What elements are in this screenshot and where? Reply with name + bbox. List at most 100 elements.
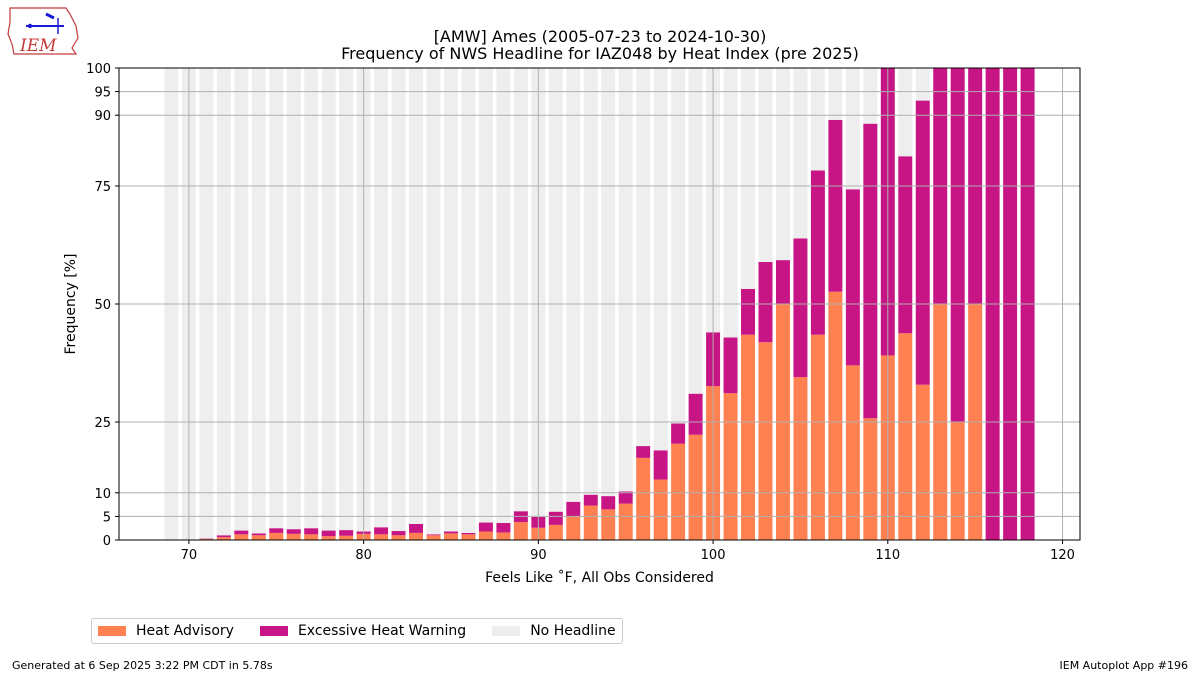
bar-advisory bbox=[321, 536, 336, 540]
bar-no-headline bbox=[321, 68, 336, 531]
bar-no-headline bbox=[513, 68, 528, 512]
bar-advisory bbox=[443, 533, 458, 540]
bar-warning bbox=[478, 522, 493, 532]
bar-warning bbox=[339, 530, 354, 536]
bar-warning bbox=[863, 123, 878, 419]
bar-warning bbox=[810, 170, 825, 335]
bar-warning bbox=[426, 534, 441, 536]
y-tick-label: 0 bbox=[103, 534, 111, 549]
bar-warning bbox=[898, 156, 913, 334]
legend-label-none: No Headline bbox=[530, 623, 616, 639]
bar-advisory bbox=[269, 532, 284, 540]
bar-advisory bbox=[950, 422, 965, 540]
y-tick-label: 95 bbox=[94, 86, 111, 101]
bar-advisory bbox=[216, 537, 231, 540]
bar-no-headline bbox=[915, 68, 930, 101]
bar-warning bbox=[828, 119, 843, 292]
bar-warning bbox=[566, 501, 581, 517]
y-tick-label: 5 bbox=[103, 510, 111, 525]
bar-advisory bbox=[234, 534, 249, 540]
bar-no-headline bbox=[845, 68, 860, 190]
bar-warning bbox=[671, 423, 686, 444]
bar-warning bbox=[758, 261, 773, 343]
legend-item-warning: Excessive Heat Warning bbox=[259, 623, 467, 639]
bar-warning bbox=[234, 530, 249, 535]
bar-no-headline bbox=[234, 68, 249, 531]
bar-advisory bbox=[496, 532, 511, 540]
legend-label-warning: Excessive Heat Warning bbox=[297, 623, 467, 639]
bar-no-headline bbox=[583, 68, 598, 495]
chart-area: 70 80 90 100 110 120 0 5 10 25 50 75 90 95 100 Feels Li… bbox=[63, 62, 1081, 586]
bar-advisory bbox=[845, 365, 860, 540]
bar-advisory bbox=[583, 505, 598, 540]
bar-warning bbox=[286, 529, 301, 534]
legend-swatch-advisory bbox=[98, 626, 126, 636]
bar-warning bbox=[618, 491, 633, 504]
ticks-group: 70 80 90 100 110 120 0 5 10 25 50 75 90 95 100 bbox=[86, 62, 1075, 563]
bar-warning bbox=[688, 393, 703, 435]
x-tick-label: 90 bbox=[530, 548, 547, 563]
bar-warning bbox=[915, 100, 930, 385]
bar-advisory bbox=[863, 418, 878, 540]
bar-no-headline bbox=[758, 68, 773, 262]
bar-no-headline bbox=[741, 68, 756, 289]
bar-warning bbox=[321, 530, 336, 537]
bar-warning bbox=[950, 68, 965, 422]
svg-text:IEM: IEM bbox=[19, 36, 57, 56]
x-tick-label: 120 bbox=[1050, 548, 1075, 563]
legend: Heat Advisory Excessive Heat Warning No … bbox=[91, 618, 623, 644]
bar-advisory bbox=[461, 534, 476, 540]
iem-logo: IEM bbox=[7, 7, 79, 56]
bar-no-headline bbox=[216, 68, 231, 536]
x-tick-label: 110 bbox=[875, 548, 900, 563]
bar-warning bbox=[304, 528, 319, 535]
bar-advisory bbox=[409, 532, 424, 540]
y-axis-label: Frequency [%] bbox=[63, 253, 79, 354]
bar-no-headline bbox=[566, 68, 581, 502]
generated-timestamp: Generated at 6 Sep 2025 3:22 PM CDT in 5… bbox=[12, 659, 273, 672]
bar-advisory bbox=[810, 334, 825, 540]
bar-no-headline bbox=[793, 68, 808, 239]
legend-swatch-warning bbox=[259, 626, 288, 636]
bar-warning bbox=[269, 528, 284, 533]
bar-advisory bbox=[723, 393, 738, 540]
bar-no-headline bbox=[775, 68, 790, 261]
bar-warning bbox=[496, 523, 511, 533]
bar-warning bbox=[845, 189, 860, 366]
bar-no-headline bbox=[374, 68, 389, 528]
bar-warning bbox=[723, 337, 738, 394]
chart-subtitle: Frequency of NWS Headline for IAZ048 by … bbox=[341, 44, 859, 63]
legend-swatch-none bbox=[492, 626, 521, 636]
bar-no-headline bbox=[548, 68, 563, 512]
bar-warning bbox=[461, 532, 476, 535]
bar-no-headline bbox=[339, 68, 354, 531]
bar-no-headline bbox=[409, 68, 424, 524]
bar-warning bbox=[374, 527, 389, 535]
bar-warning bbox=[251, 533, 266, 536]
bar-advisory bbox=[636, 457, 651, 540]
bar-no-headline bbox=[828, 68, 843, 120]
bar-warning bbox=[216, 535, 231, 538]
bar-no-headline bbox=[810, 68, 825, 171]
bar-no-headline bbox=[496, 68, 511, 524]
bar-advisory bbox=[898, 333, 913, 540]
bar-advisory bbox=[566, 516, 581, 540]
bar-advisory bbox=[374, 534, 389, 540]
bar-no-headline bbox=[251, 68, 266, 534]
bar-advisory bbox=[741, 334, 756, 540]
bar-advisory bbox=[251, 535, 266, 540]
bar-no-headline bbox=[636, 68, 651, 447]
bar-warning bbox=[409, 523, 424, 533]
legend-item-none: No Headline bbox=[492, 623, 616, 639]
bar-advisory bbox=[478, 531, 493, 540]
bar-advisory bbox=[286, 533, 301, 540]
bar-advisory bbox=[304, 534, 319, 540]
bar-warning bbox=[793, 238, 808, 378]
bar-advisory bbox=[339, 535, 354, 540]
bar-advisory bbox=[601, 509, 616, 540]
legend-label-advisory: Heat Advisory bbox=[136, 623, 234, 639]
grid-group bbox=[119, 67, 1080, 541]
x-tick-label: 100 bbox=[701, 548, 726, 563]
bar-no-headline bbox=[199, 68, 214, 539]
bar-advisory bbox=[793, 377, 808, 540]
